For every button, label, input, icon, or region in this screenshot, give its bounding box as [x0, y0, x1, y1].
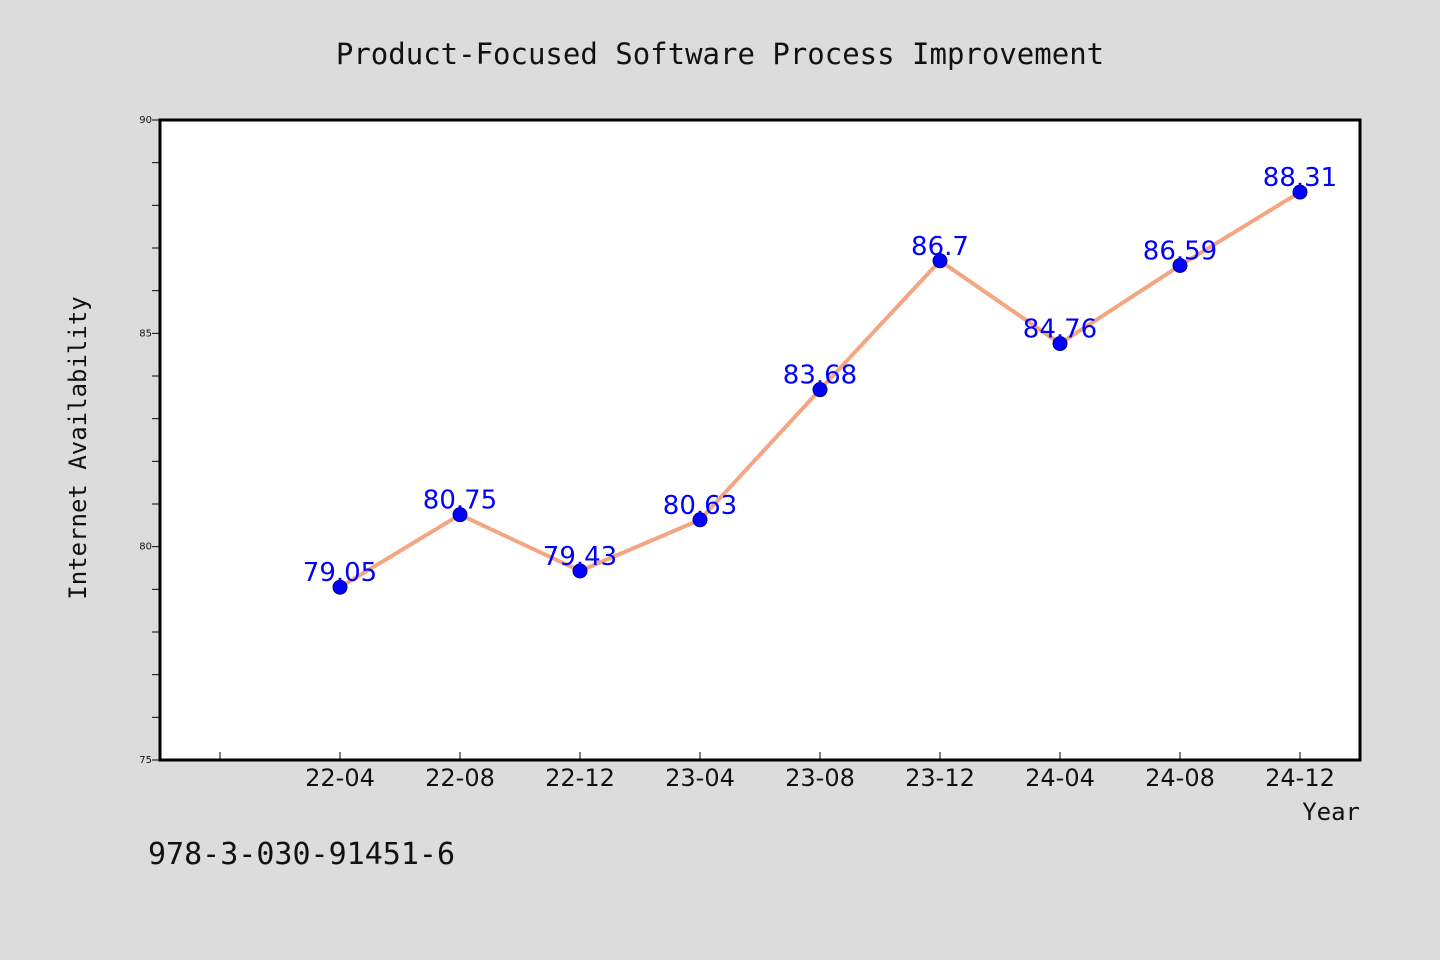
data-label: 84.76	[1023, 315, 1097, 345]
y-tick-label: 75	[139, 755, 152, 766]
data-point	[572, 563, 588, 579]
x-axis-label: Year	[1302, 798, 1360, 826]
data-markers	[332, 184, 1308, 595]
y-tick-label: 80	[139, 542, 152, 553]
data-point	[1052, 336, 1068, 352]
data-label: 79.05	[303, 558, 377, 588]
y-tick-label: 90	[139, 115, 152, 126]
x-tick-label: 24-08	[1145, 764, 1215, 792]
data-labels: 79.05 80.75 79.43 80.63 83.68 86.7 84.76 86.59 8…	[303, 163, 1337, 588]
data-point	[332, 579, 348, 595]
x-tick-label: 22-08	[425, 764, 495, 792]
data-label: 80.63	[663, 491, 737, 521]
data-point	[692, 512, 708, 528]
y-axis-label: Internet Availability	[64, 296, 92, 599]
data-point	[932, 253, 948, 269]
data-label: 83.68	[783, 361, 857, 391]
axis-ticks: 75 80 85 90 22-04 22-08 22-12 23-04 23-08 23-12 24…	[139, 115, 1335, 792]
x-tick-label: 23-12	[905, 764, 975, 792]
data-point	[452, 507, 468, 523]
x-tick-label: 24-04	[1025, 764, 1095, 792]
x-tick-label: 23-04	[665, 764, 735, 792]
data-label: 86.7	[911, 232, 969, 262]
x-tick-label: 24-12	[1265, 764, 1335, 792]
x-tick-label: 23-08	[785, 764, 855, 792]
chart-title: Product-Focused Software Process Improve…	[336, 37, 1104, 71]
x-tick-label: 22-12	[545, 764, 615, 792]
data-label: 80.75	[423, 486, 497, 516]
data-point	[1172, 257, 1188, 273]
isbn-footer: 978-3-030-91451-6	[148, 837, 455, 872]
data-point	[1292, 184, 1308, 200]
y-tick-label: 85	[139, 328, 152, 339]
data-label: 79.43	[543, 542, 617, 572]
data-label: 86.59	[1143, 236, 1217, 266]
data-label: 88.31	[1263, 163, 1337, 193]
data-point	[812, 382, 828, 398]
x-tick-label: 22-04	[305, 764, 375, 792]
plot-area	[158, 118, 1362, 762]
